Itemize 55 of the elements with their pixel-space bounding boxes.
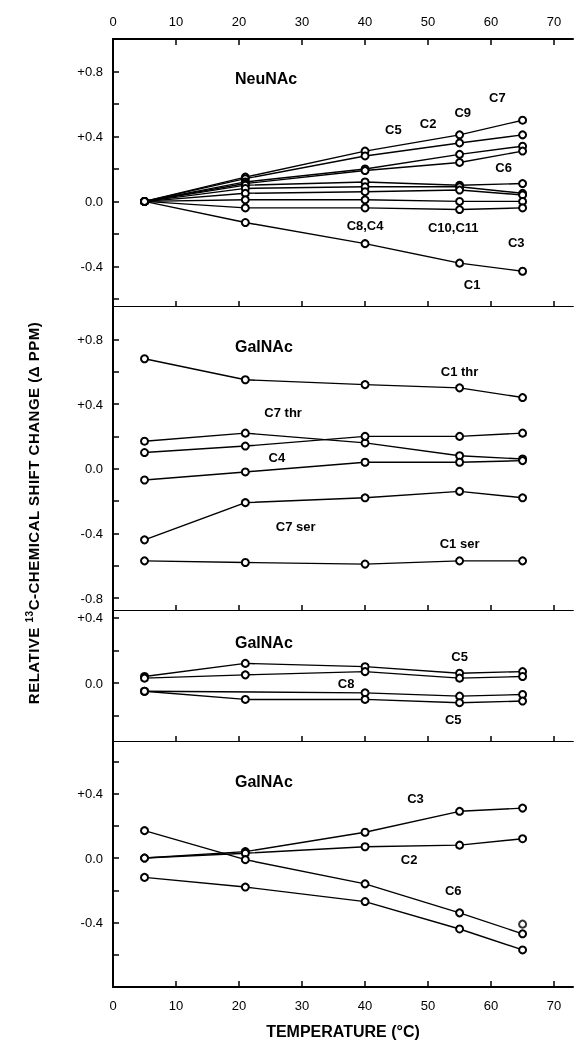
y-tick-label: +0.4 — [77, 610, 103, 626]
y-tick-label: +0.4 — [77, 128, 103, 144]
x-tick-label: 10 — [168, 997, 184, 1013]
annotation: C3 — [507, 234, 525, 250]
x-tick-label: 40 — [357, 997, 373, 1013]
annotation: C8,C4 — [346, 218, 385, 234]
y-tick-label: 0.0 — [84, 675, 103, 691]
annotation: C2 — [400, 852, 418, 868]
annotation: C7 — [489, 89, 506, 105]
x-tick-label: 50 — [420, 997, 436, 1013]
x-tick-label: 30 — [294, 997, 310, 1013]
x2-tick-label: 40 — [357, 13, 373, 29]
y-tick-label: +0.4 — [77, 396, 103, 412]
y-tick-label: -0.8 — [80, 590, 103, 606]
y-tick-label: +0.8 — [77, 63, 103, 79]
annotation: C4 — [268, 449, 286, 465]
annotation: C3 — [407, 790, 424, 806]
annotation: C7 thr — [264, 404, 302, 420]
annotation: C6 — [444, 882, 462, 898]
annotation: C8 — [337, 675, 355, 691]
annotation: C7 ser — [275, 519, 316, 535]
y-tick-label: 0.0 — [84, 193, 103, 209]
text: NeuNAc — [235, 69, 298, 87]
x2-tick-label: 70 — [546, 13, 562, 29]
annotation: C1 thr — [440, 364, 479, 380]
y-tick-label: -0.4 — [80, 258, 103, 274]
x2-tick-label: 60 — [483, 13, 499, 29]
annotation: C10,C11 — [427, 219, 479, 235]
y-tick-label: -0.4 — [80, 915, 103, 931]
annotation: C1 ser — [439, 535, 480, 551]
annotation: C5 — [385, 122, 402, 138]
y-tick-label: 0.0 — [84, 850, 103, 866]
text: GalNAc — [235, 772, 293, 790]
text: GalNAc — [235, 337, 293, 355]
x-tick-label: 60 — [483, 997, 499, 1013]
annotation: C2 — [419, 115, 437, 131]
x-tick-label: 70 — [546, 997, 562, 1013]
y-tick-label: 0.0 — [84, 461, 103, 477]
y-tick-label: +0.4 — [77, 786, 103, 802]
annotation: C9 — [454, 104, 472, 120]
x2-tick-label: 20 — [231, 13, 247, 29]
x-tick-label: 0 — [109, 997, 117, 1013]
x2-tick-label: 30 — [294, 13, 310, 29]
y-tick-label: -0.4 — [80, 525, 103, 541]
annotation: C6 — [495, 159, 512, 175]
text: GalNAc — [235, 633, 293, 651]
x-tick-label: 20 — [231, 997, 247, 1013]
x-axis-title: TEMPERATURE (°C) — [266, 1022, 420, 1040]
y-tick-label: +0.8 — [77, 331, 103, 347]
x2-tick-label: 50 — [420, 13, 436, 29]
annotation: C5 — [451, 649, 468, 665]
annotation: C5 — [444, 711, 462, 727]
annotation: C1 — [463, 276, 481, 292]
x2-tick-label: 0 — [109, 13, 117, 29]
x2-tick-label: 10 — [168, 13, 184, 29]
